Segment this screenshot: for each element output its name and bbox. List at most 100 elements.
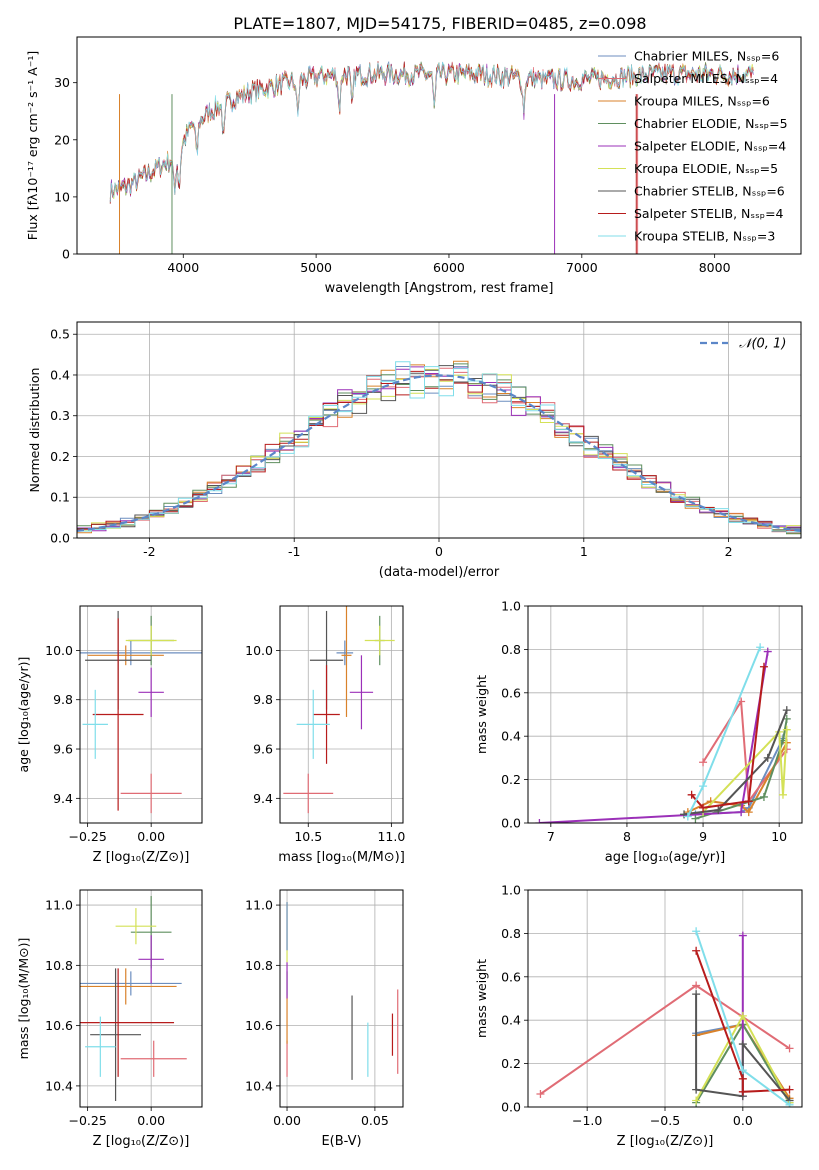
weight-line-7 <box>695 950 790 1093</box>
y-tick-label: 10.8 <box>45 958 73 973</box>
weight-marker <box>744 808 753 817</box>
weight-marker <box>699 803 708 812</box>
weight-marker <box>738 1040 747 1049</box>
x-axis-label: Z [log₁₀(Z/Z⊙)] <box>617 1134 714 1149</box>
y-tick-label: 0.6 <box>501 685 521 700</box>
weight-line-6 <box>683 709 788 816</box>
x-tick-label: −0.25 <box>68 1113 106 1128</box>
gauss-curve <box>77 374 801 532</box>
weight-marker <box>535 819 544 823</box>
weight-line-7 <box>690 666 765 809</box>
weight-marker <box>738 931 747 940</box>
y-axis-label: mass [log₁₀(M/M⊙)] <box>16 938 31 1060</box>
x-tick-label: 8000 <box>699 260 731 275</box>
x-tick-label: −1.0 <box>572 1113 602 1128</box>
weight-marker <box>738 1011 747 1020</box>
y-tick-label: 20 <box>54 132 70 147</box>
y-axis-label: Normed distribution <box>27 368 42 493</box>
y-tick-label: 11.0 <box>245 898 273 913</box>
weight-marker <box>692 981 701 990</box>
weight-marker <box>737 808 746 817</box>
weight-marker <box>738 1087 747 1096</box>
weight-marker <box>782 706 791 715</box>
panel-z-weight: −1.0 −0.5 0.0 0.0 0.2 0.4 0.6 0.8 1.0 Z [log₁₀(Z/… <box>474 883 803 1149</box>
y-tick-label: 0.2 <box>50 449 70 464</box>
axes-frame <box>279 605 404 824</box>
histogram-8 <box>77 361 801 534</box>
y-axis-label: mass weight <box>474 675 489 754</box>
panel-mass-age: 10.5 11.0 9.4 9.6 9.8 10.0 mass [log₁₀(M/M⊙)] <box>245 605 405 865</box>
y-tick-label: 9.8 <box>253 692 273 707</box>
legend-label: Kroupa STELIB, Nₛₛₚ=3 <box>634 229 775 244</box>
axes-frame <box>279 889 404 1108</box>
axes-frame <box>79 605 203 824</box>
x-tick-label: 1 <box>580 544 588 559</box>
y-tick-label: 9.6 <box>53 742 73 757</box>
weight-marker <box>687 790 696 799</box>
y-tick-label: 0.5 <box>50 327 70 342</box>
x-axis-label: age [log₁₀(age/yr)] <box>605 850 726 865</box>
legend-label: Chabrier ELODIE, Nₛₛₚ=5 <box>634 116 788 131</box>
y-tick-label: 0.4 <box>501 1013 521 1028</box>
y-axis-label: Flux [fλ10⁻¹⁷ erg cm⁻² s⁻¹ A⁻¹] <box>25 51 40 240</box>
y-tick-label: 0.2 <box>501 772 521 787</box>
panel-residuals: -2 -1 0 1 2 0.0 0.1 0.2 0.3 0.4 0.5 (data-model)/er… <box>27 321 802 580</box>
weight-marker <box>763 753 772 762</box>
y-tick-label: 10.0 <box>45 643 73 658</box>
weight-marker <box>782 725 791 734</box>
weight-marker <box>756 643 765 652</box>
y-tick-label: 10.6 <box>245 1018 273 1033</box>
y-tick-label: 1.0 <box>501 883 521 898</box>
y-tick-label: 0.0 <box>50 531 70 546</box>
y-tick-label: 10.4 <box>45 1078 73 1093</box>
y-tick-label: 10.4 <box>245 1078 273 1093</box>
weight-marker <box>744 797 753 806</box>
x-axis-label: Z [log₁₀(Z/Z⊙)] <box>93 850 190 865</box>
plot-area <box>77 360 801 537</box>
x-axis-label: Z [log₁₀(Z/Z⊙)] <box>93 1134 190 1149</box>
y-tick-label: 0.1 <box>50 490 70 505</box>
x-tick-label: 6000 <box>433 260 465 275</box>
x-axis-label: E(B-V) <box>321 1134 361 1149</box>
legend-label: Kroupa MILES, Nₛₛₚ=6 <box>634 94 770 109</box>
y-tick-label: 9.4 <box>53 791 73 806</box>
panel-z-mass: −0.25 0.00 10.4 10.6 10.8 11.0 Z [log₁₀(Z/Z⊙)]… <box>16 889 203 1149</box>
x-tick-label: 0.00 <box>273 1113 301 1128</box>
figure-title: PLATE=1807, MJD=54175, FIBERID=0485, z=0… <box>233 14 646 33</box>
legend-label: Salpeter MILES, Nₛₛₚ=4 <box>634 71 778 86</box>
y-tick-label: 10.8 <box>245 958 273 973</box>
y-tick-label: 9.6 <box>253 742 273 757</box>
x-tick-label: 0.00 <box>137 1113 165 1128</box>
legend-label: Chabrier STELIB, Nₛₛₚ=6 <box>634 184 785 199</box>
x-tick-label: 8 <box>623 829 631 844</box>
x-tick-label: -1 <box>288 544 300 559</box>
weight-marker <box>759 662 768 671</box>
x-tick-label: 0 <box>435 544 443 559</box>
weight-marker <box>692 990 701 999</box>
weight-marker <box>785 1044 794 1053</box>
weight-marker <box>699 758 708 767</box>
weight-marker <box>738 1074 747 1083</box>
x-tick-label: 0.05 <box>361 1113 389 1128</box>
y-tick-label: 10.0 <box>245 643 273 658</box>
weight-marker <box>692 946 701 955</box>
plot-area <box>286 902 399 1080</box>
x-tick-label: 0.00 <box>137 829 165 844</box>
spectrum-line-8 <box>109 61 754 202</box>
plot-area <box>80 896 187 1101</box>
panel-age-weight: 7 8 9 10 0.0 0.2 0.4 0.6 0.8 1.0 age [log₁₀(age/yr… <box>474 599 803 865</box>
y-tick-label: 10.6 <box>45 1018 73 1033</box>
y-tick-label: 30 <box>54 75 70 90</box>
y-tick-label: 9.8 <box>53 692 73 707</box>
y-tick-label: 0.4 <box>501 729 521 744</box>
legend-label: Salpeter ELODIE, Nₛₛₚ=4 <box>634 139 786 154</box>
legend-label: Salpeter STELIB, Nₛₛₚ=4 <box>634 206 784 221</box>
y-tick-label: 11.0 <box>45 898 73 913</box>
axes-frame <box>76 36 802 255</box>
x-tick-label: −0.5 <box>650 1113 680 1128</box>
y-axis-label: mass weight <box>474 959 489 1038</box>
y-tick-label: 0.0 <box>501 1100 521 1115</box>
x-tick-label: 7000 <box>566 260 598 275</box>
